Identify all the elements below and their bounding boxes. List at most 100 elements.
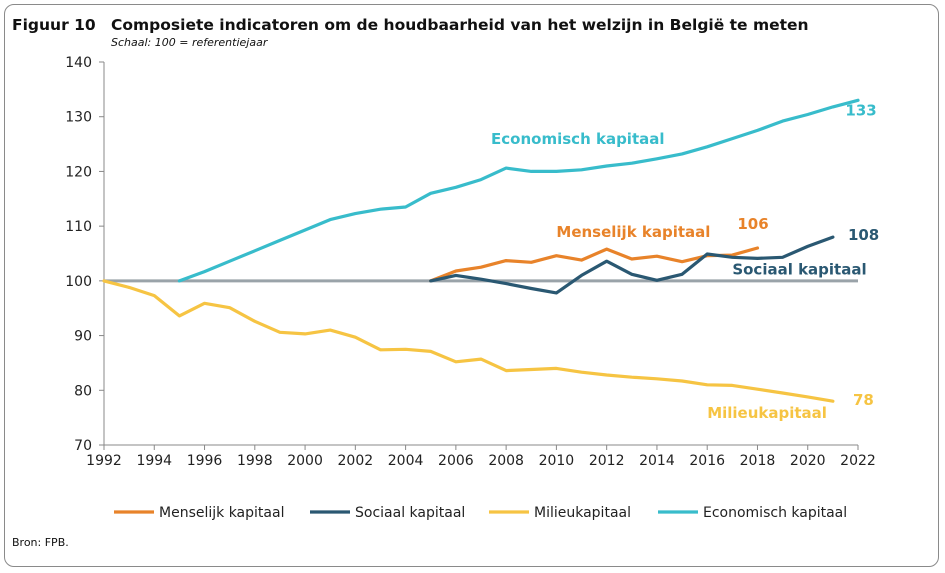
- x-tick-label: 2002: [338, 453, 374, 469]
- data-point-economisch: [731, 137, 734, 140]
- legend-label-sociaal: Sociaal kapitaal: [355, 505, 465, 521]
- data-point-sociaal: [706, 253, 708, 255]
- data-point-milieu: [806, 396, 809, 398]
- data-point-milieu: [228, 306, 231, 309]
- data-point-economisch: [279, 239, 281, 242]
- x-tick-label: 2012: [589, 453, 625, 469]
- data-point-economisch: [354, 212, 357, 215]
- data-point-milieu: [480, 358, 482, 360]
- data-point-menselijk: [530, 261, 533, 264]
- data-point-sociaal: [731, 256, 734, 259]
- data-point-menselijk: [631, 258, 633, 260]
- data-point-menselijk: [505, 259, 507, 262]
- x-tick-label: 2006: [438, 453, 474, 469]
- data-point-economisch: [203, 270, 206, 273]
- data-point-economisch: [178, 280, 181, 282]
- data-point-economisch: [806, 113, 809, 116]
- data-point-economisch: [429, 192, 432, 195]
- data-point-sociaal: [631, 273, 633, 276]
- data-point-milieu: [404, 348, 407, 351]
- end-value-label-milieu: 78: [853, 391, 874, 409]
- data-point-menselijk: [480, 266, 482, 268]
- data-point-sociaal: [681, 273, 683, 276]
- data-point-milieu: [103, 280, 105, 282]
- x-tick-label: 2010: [539, 453, 575, 469]
- y-tick-label: 130: [65, 110, 92, 126]
- chart-title: Composiete indicatoren om de houdbaarhei…: [111, 16, 809, 34]
- data-point-sociaal: [505, 282, 507, 285]
- data-point-economisch: [656, 158, 658, 160]
- figure-label: Figuur 10: [12, 16, 96, 34]
- y-tick-label: 110: [65, 219, 92, 235]
- data-point-milieu: [832, 400, 834, 403]
- x-tick-label: 1996: [187, 453, 223, 469]
- data-point-economisch: [379, 208, 382, 210]
- data-point-milieu: [254, 320, 256, 323]
- data-point-menselijk: [455, 270, 457, 272]
- end-value-label-menselijk: 106: [737, 215, 768, 233]
- data-point-sociaal: [429, 280, 432, 282]
- data-point-economisch: [505, 167, 507, 169]
- x-tick-label: 1998: [237, 453, 273, 469]
- y-tick-label: 90: [74, 329, 92, 345]
- end-value-label-sociaal: 108: [848, 226, 879, 244]
- source-note: Bron: FPB.: [12, 536, 69, 549]
- data-point-milieu: [580, 371, 583, 374]
- data-point-economisch: [580, 168, 583, 171]
- x-tick-label: 2008: [488, 453, 524, 469]
- data-point-milieu: [354, 336, 357, 339]
- y-tick-label: 100: [65, 274, 92, 290]
- x-tick-label: 1994: [136, 453, 172, 469]
- data-point-economisch: [756, 129, 759, 132]
- series-label-economisch: Economisch kapitaal: [491, 130, 664, 148]
- data-point-milieu: [178, 315, 181, 317]
- data-point-menselijk: [681, 260, 683, 263]
- y-tick-label: 120: [65, 164, 92, 180]
- data-point-menselijk: [731, 254, 734, 256]
- data-point-sociaal: [781, 256, 784, 259]
- data-point-economisch: [781, 120, 784, 122]
- data-point-milieu: [203, 302, 206, 305]
- data-point-menselijk: [656, 255, 658, 258]
- x-tick-label: 2014: [639, 453, 675, 469]
- data-point-economisch: [329, 218, 332, 221]
- chart-subtitle: Schaal: 100 = referentiejaar: [111, 36, 268, 49]
- data-point-sociaal: [756, 257, 759, 260]
- data-point-sociaal: [530, 287, 533, 290]
- data-point-milieu: [329, 329, 332, 331]
- x-tick-label: 1992: [86, 453, 122, 469]
- data-point-economisch: [832, 106, 834, 108]
- data-point-economisch: [530, 170, 533, 173]
- data-point-menselijk: [555, 254, 558, 257]
- data-point-milieu: [279, 331, 281, 334]
- legend-label-economisch: Economisch kapitaal: [703, 505, 847, 521]
- x-tick-label: 2016: [689, 453, 725, 469]
- data-point-sociaal: [555, 292, 558, 294]
- data-point-milieu: [605, 374, 608, 376]
- series-label-sociaal: Sociaal kapitaal: [732, 260, 866, 278]
- data-point-sociaal: [806, 245, 809, 248]
- y-tick-label: 80: [74, 383, 92, 399]
- x-tick-label: 2004: [388, 453, 424, 469]
- data-point-milieu: [656, 377, 658, 380]
- data-point-milieu: [304, 333, 306, 335]
- data-point-economisch: [605, 165, 608, 167]
- data-point-sociaal: [455, 274, 457, 277]
- y-tick-label: 70: [74, 438, 92, 454]
- data-point-menselijk: [580, 259, 583, 261]
- x-tick-label: 2020: [790, 453, 826, 469]
- data-point-economisch: [228, 260, 231, 262]
- figure-frame: [4, 4, 939, 567]
- data-point-milieu: [153, 294, 156, 297]
- legend-label-menselijk: Menselijk kapitaal: [159, 505, 284, 521]
- data-point-milieu: [429, 350, 432, 353]
- series-label-menselijk: Menselijk kapitaal: [556, 223, 710, 241]
- data-point-economisch: [555, 170, 558, 173]
- data-point-economisch: [254, 249, 256, 252]
- data-point-sociaal: [656, 279, 658, 282]
- data-point-economisch: [631, 162, 633, 165]
- data-point-milieu: [781, 392, 784, 394]
- series-label-milieu: Milieukapitaal: [707, 404, 827, 422]
- data-point-economisch: [404, 206, 407, 208]
